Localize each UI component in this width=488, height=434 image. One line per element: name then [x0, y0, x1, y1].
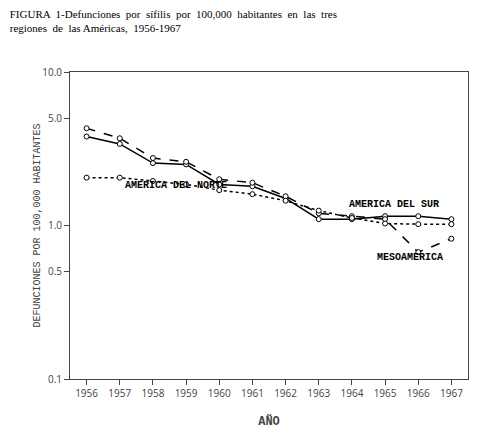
svg-text:1963: 1963 — [307, 386, 330, 400]
svg-text:1965: 1965 — [374, 386, 397, 400]
svg-text:0.1: 0.1 — [48, 372, 62, 386]
svg-text:1958: 1958 — [141, 386, 164, 400]
svg-text:1964: 1964 — [340, 386, 363, 400]
svg-text:10.0: 10.0 — [42, 65, 62, 79]
svg-text:FIGURA 1-Defunciones por sí: FIGURA 1-Defunciones por sífilis por 100… — [10, 8, 337, 34]
svg-text:5.0: 5.0 — [48, 111, 62, 125]
svg-text:0.5: 0.5 — [48, 264, 62, 278]
svg-text:AÑO: AÑO — [258, 414, 280, 429]
svg-text:1956: 1956 — [75, 386, 98, 400]
svg-text:1962: 1962 — [274, 386, 297, 400]
svg-text:AMERICA DEL SUR: AMERICA DEL SUR — [349, 199, 439, 210]
svg-text:AMERICA DEL NORTE: AMERICA DEL NORTE — [125, 180, 227, 191]
svg-text:1960: 1960 — [208, 386, 231, 400]
svg-text:MESOAMERICA: MESOAMERICA — [377, 252, 443, 263]
svg-text:1967: 1967 — [440, 386, 463, 400]
svg-text:DEFUNCIONES POR 100,000 HABITA: DEFUNCIONES POR 100,000 HABITANTES — [32, 123, 43, 327]
svg-text:1.0: 1.0 — [48, 218, 62, 232]
svg-text:1957: 1957 — [108, 386, 131, 400]
svg-text:1959: 1959 — [175, 386, 198, 400]
svg-text:1961: 1961 — [241, 386, 264, 400]
svg-text:1966: 1966 — [407, 386, 430, 400]
